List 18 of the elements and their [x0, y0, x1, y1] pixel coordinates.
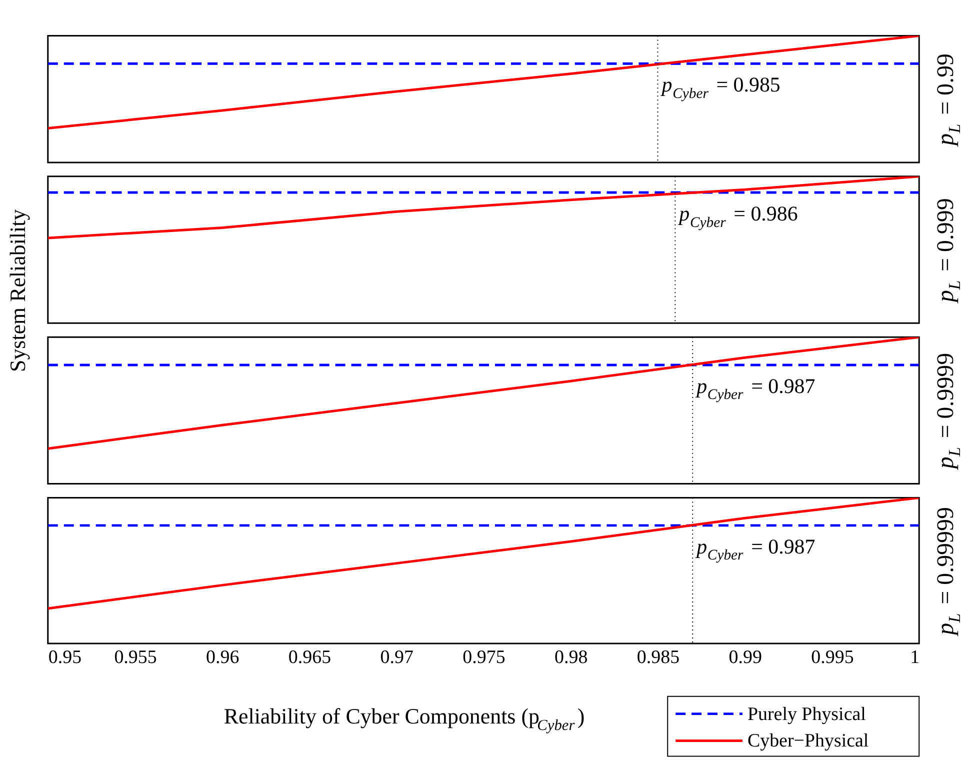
x-tick-label: 0.995: [811, 646, 854, 668]
x-tick-label: 0.955: [114, 646, 157, 668]
x-tick-label: 0.975: [462, 646, 506, 668]
x-tick-label: 0.99: [728, 646, 762, 668]
y2-axis-title: pL = 0.99: [933, 53, 964, 148]
x-tick-label: 0.985: [636, 646, 680, 668]
x-tick-label: 0.96: [206, 646, 240, 668]
y2-axis-title: pL = 0.99999: [933, 507, 964, 637]
x-tick-label: 1: [910, 646, 920, 668]
legend-label: Cyber−Physical: [747, 730, 869, 752]
x-tick-label: 0.965: [288, 646, 332, 668]
legend-label: Purely Physical: [747, 704, 866, 725]
x-tick-label: 0.97: [380, 646, 414, 668]
y2-axis-title: pL = 0.9999: [933, 352, 964, 471]
y2-axis-title: pL = 0.999: [933, 198, 964, 304]
y-axis-title: System Reliability: [4, 209, 30, 372]
x-tick-label: 0.95: [48, 646, 82, 668]
x-tick-label: 0.98: [554, 646, 588, 668]
